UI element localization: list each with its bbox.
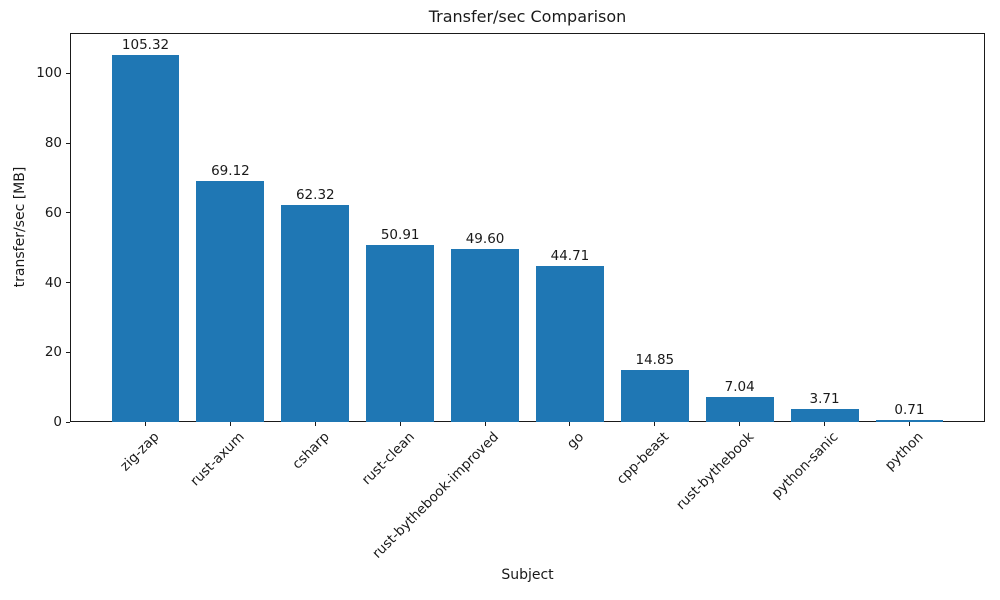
bar <box>790 409 859 422</box>
bar <box>535 266 604 422</box>
bar <box>111 54 180 422</box>
x-tick-label: cpp-beast <box>613 429 673 488</box>
x-tick-mark <box>569 422 571 426</box>
chart-title: Transfer/sec Comparison <box>428 7 627 26</box>
bar-value-label: 44.71 <box>550 248 590 265</box>
y-tick-label: 40 <box>44 274 62 291</box>
x-tick-label: rust-axum <box>187 429 248 490</box>
y-tick-mark <box>66 351 70 353</box>
y-tick-mark <box>66 72 70 74</box>
x-tick-mark <box>145 422 147 426</box>
bar-value-label: 7.04 <box>724 379 755 396</box>
bar-value-label: 0.71 <box>894 401 925 418</box>
bar <box>875 419 944 422</box>
x-tick-mark <box>908 422 910 426</box>
x-tick-mark <box>229 422 231 426</box>
x-tick-label: python <box>882 429 927 474</box>
x-tick-label: rust-bythebook <box>672 429 758 514</box>
x-tick-label: zig-zap <box>117 429 163 475</box>
y-tick-label: 80 <box>44 135 62 152</box>
bar-value-label: 62.32 <box>295 186 335 203</box>
y-tick-mark <box>66 282 70 284</box>
x-tick-label: csharp <box>289 429 333 473</box>
y-axis-label: transfer/sec [MB] <box>12 166 28 288</box>
bar-value-label: 105.32 <box>121 36 170 53</box>
bar-value-label: 3.71 <box>809 391 840 408</box>
y-tick-label: 100 <box>36 65 62 82</box>
bar <box>705 397 774 422</box>
y-tick-label: 60 <box>44 204 62 221</box>
bar <box>281 204 350 422</box>
x-tick-label: go <box>564 429 588 453</box>
bar <box>366 244 435 422</box>
y-tick-label: 0 <box>53 414 62 430</box>
x-tick-mark <box>824 422 826 426</box>
x-tick-mark <box>739 422 741 426</box>
x-tick-mark <box>399 422 401 426</box>
x-axis-label: Subject <box>501 567 554 583</box>
bar-value-label: 49.60 <box>465 231 505 248</box>
bar-value-label: 50.91 <box>380 226 420 243</box>
x-tick-mark <box>654 422 656 426</box>
x-tick-label: rust-clean <box>358 429 418 489</box>
y-tick-mark <box>66 142 70 144</box>
bar <box>196 181 265 422</box>
x-tick-mark <box>484 422 486 426</box>
x-tick-mark <box>314 422 316 426</box>
bar <box>451 249 519 422</box>
x-tick-label: python-sanic <box>768 429 842 502</box>
bar <box>620 370 689 422</box>
y-tick-label: 20 <box>44 344 62 361</box>
bar-value-label: 14.85 <box>635 352 675 369</box>
y-tick-mark <box>66 212 70 214</box>
y-tick-mark <box>66 421 70 423</box>
bar-value-label: 69.12 <box>211 163 250 180</box>
